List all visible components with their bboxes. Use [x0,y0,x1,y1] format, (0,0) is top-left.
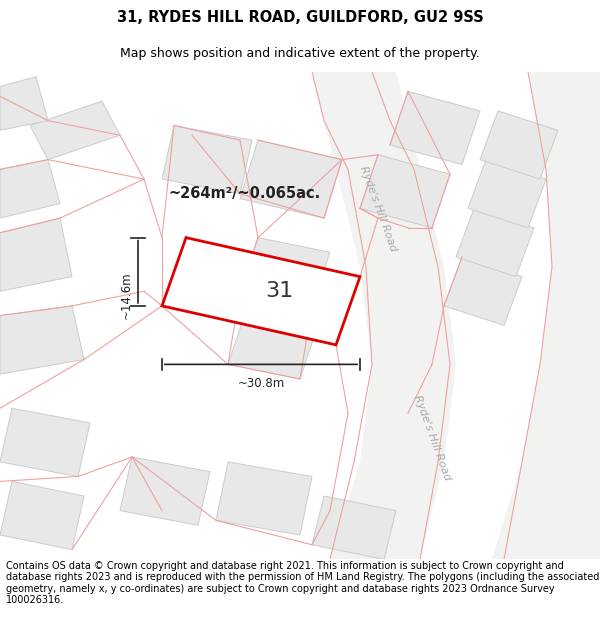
Text: Map shows position and indicative extent of the property.: Map shows position and indicative extent… [120,48,480,61]
Text: ~264m²/~0.065ac.: ~264m²/~0.065ac. [168,186,320,201]
Polygon shape [360,155,450,228]
Polygon shape [468,159,546,228]
Polygon shape [162,238,360,345]
Text: Contains OS data © Crown copyright and database right 2021. This information is : Contains OS data © Crown copyright and d… [6,561,599,606]
Polygon shape [480,111,558,179]
Polygon shape [120,457,210,525]
Text: 31, RYDES HILL ROAD, GUILDFORD, GU2 9SS: 31, RYDES HILL ROAD, GUILDFORD, GU2 9SS [116,11,484,26]
Polygon shape [0,218,72,291]
Polygon shape [312,496,396,559]
Text: 31: 31 [265,281,293,301]
Polygon shape [492,72,600,559]
Polygon shape [162,126,252,194]
Polygon shape [240,238,330,306]
Text: ~30.8m: ~30.8m [238,376,284,389]
Polygon shape [312,72,456,559]
Polygon shape [30,101,120,159]
Text: Ryde's Hill Road: Ryde's Hill Road [358,164,398,252]
Polygon shape [0,159,60,218]
Polygon shape [456,208,534,277]
Polygon shape [228,311,318,379]
Polygon shape [216,462,312,535]
Polygon shape [0,408,90,476]
Polygon shape [240,140,342,218]
Text: ~14.6m: ~14.6m [119,272,133,319]
Polygon shape [0,481,84,549]
Polygon shape [0,306,84,374]
Text: Ryde's Hill Road: Ryde's Hill Road [412,393,452,482]
Polygon shape [0,77,48,131]
Polygon shape [390,91,480,164]
Polygon shape [444,257,522,326]
